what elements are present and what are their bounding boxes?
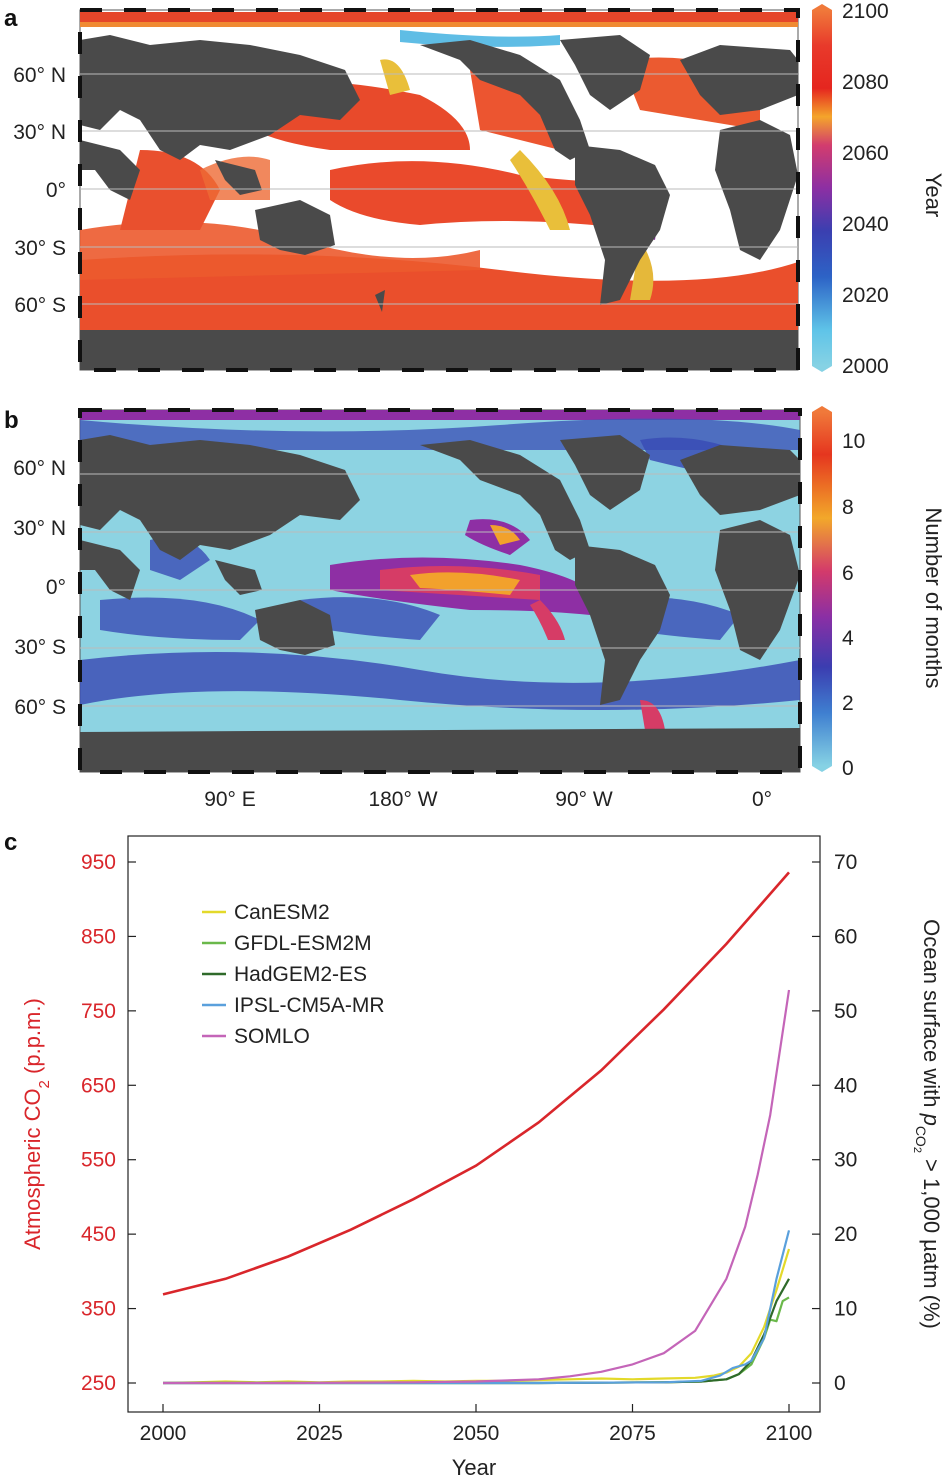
panel-b-land (80, 435, 800, 772)
lon-tick: 90° E (204, 788, 256, 811)
panel-a-gridlines (80, 73, 798, 305)
colorbar-tick: 2020 (842, 284, 889, 307)
x-tick-label: 2100 (766, 1422, 813, 1445)
line-chart: 2000 2025 2050 2075 2100 9508507506505504503… (20, 835, 944, 1480)
y-right-tick-label: 60 (834, 925, 857, 948)
y-right-tick-label: 30 (834, 1149, 857, 1172)
panel-c-label: c (4, 829, 17, 856)
y-right-label-sub: CO (913, 1126, 929, 1147)
series-lines (162, 871, 791, 1385)
lon-tick: 90° W (555, 788, 613, 811)
legend-label: GFDL-ESM2M (234, 932, 372, 955)
colorbar-tick: 6 (842, 562, 854, 585)
colorbar-tick: 2 (842, 692, 854, 715)
lat-tick: 60° S (14, 696, 66, 719)
colorbar-tick: 2080 (842, 71, 889, 94)
x-tick-label: 2025 (296, 1422, 343, 1445)
series-line-gfdl-esm2m (163, 1296, 790, 1385)
co2-line (162, 871, 790, 1296)
y-right-label-a: Ocean surface with (919, 919, 944, 1113)
y-left-tick-label: 950 (81, 851, 116, 874)
lat-tick: 30° N (13, 121, 66, 144)
legend-label: HadGEM2-ES (234, 963, 367, 986)
x-tick-label: 2075 (609, 1422, 656, 1445)
y-left-tick-label: 250 (81, 1372, 116, 1395)
series-line-canesm2 (162, 1248, 791, 1385)
y-left-label-main: Atmospheric CO (20, 1088, 45, 1249)
lat-tick: 30° S (14, 237, 66, 260)
colorbar-tick: 4 (842, 627, 854, 650)
lat-tick: 0° (46, 179, 66, 202)
y-right-tick-label: 50 (834, 1000, 857, 1023)
y-right-label-b: > 1,000 µatm (%) (919, 1153, 944, 1329)
colorbar-tick: 2000 (842, 355, 889, 378)
lon-tick: 0° (752, 788, 772, 811)
lat-tick: 60° N (13, 457, 66, 480)
panel-a-lat-ticks: 60° N 30° N 0° 30° S 60° S (13, 64, 66, 317)
y-left-tick-label: 350 (81, 1298, 116, 1321)
lat-tick: 60° N (13, 64, 66, 87)
y-left-label-sub: 2 (36, 1080, 53, 1088)
legend-label: SOMLO (234, 1025, 310, 1048)
y-left-label-unit: (p.p.m.) (20, 998, 45, 1080)
y-axis-right: 70 60 50 40 30 20 10 0 (812, 851, 857, 1395)
colorbar-tick: 8 (842, 496, 854, 519)
y-left-tick-label: 550 (81, 1149, 116, 1172)
x-axis-label: Year (452, 1455, 496, 1480)
y-left-tick-label: 750 (81, 1000, 116, 1023)
legend-label: CanESM2 (234, 901, 330, 924)
y-right-tick-label: 40 (834, 1074, 857, 1097)
y-axis-left-label: Atmospheric CO2 (p.p.m.) (20, 998, 53, 1250)
lon-tick: 180° W (368, 788, 437, 811)
panel-b-label: b (4, 407, 19, 434)
colorbar-tick: 2100 (842, 0, 889, 23)
y-right-label-p: p (919, 1113, 944, 1126)
y-axis-right-label: Ocean surface with pCO2 > 1,000 µatm (%) (911, 919, 944, 1329)
lat-tick: 30° N (13, 517, 66, 540)
x-tick-label: 2000 (140, 1422, 187, 1445)
y-left-tick-label: 450 (81, 1223, 116, 1246)
colorbar-b-title: Number of months (921, 508, 946, 689)
panel-b-lon-ticks: 90° E 180° W 90° W 0° (204, 788, 772, 811)
colorbar-tick: 10 (842, 430, 865, 453)
panel-b-gridlines (80, 473, 800, 707)
y-right-label-sub2: 2 (911, 1147, 923, 1153)
colorbar-a-title: Year (921, 173, 946, 217)
legend: CanESM2 GFDL-ESM2M HadGEM2-ES IPSL-CM5A-MR S… (202, 901, 385, 1048)
lat-tick: 60° S (14, 294, 66, 317)
x-axis: 2000 2025 2050 2075 2100 (140, 1404, 813, 1445)
y-left-tick-label: 850 (81, 925, 116, 948)
y-left-tick-label: 650 (81, 1074, 116, 1097)
panel-b-lat-ticks: 60° N 30° N 0° 30° S 60° S (13, 457, 66, 719)
panel-a-label: a (4, 5, 18, 32)
colorbar-tick: 2060 (842, 142, 889, 165)
panel-b-map (78, 408, 802, 774)
y-axis-left: 950 850 750 650 550 450 350 250 (81, 851, 136, 1395)
plot-frame (127, 835, 821, 1413)
x-tick-label: 2050 (453, 1422, 500, 1445)
colorbar-tick: 0 (842, 757, 854, 780)
panel-a-colorbar: 2100 2080 2060 2040 2020 2000 Year (812, 0, 946, 378)
y-right-tick-label: 20 (834, 1223, 857, 1246)
series-line-ipsl-cm5a-mr (163, 1230, 791, 1385)
lat-tick: 0° (46, 576, 66, 599)
panel-a-map (78, 8, 800, 372)
lat-tick: 30° S (14, 636, 66, 659)
panel-b-colorbar: 10 8 6 4 2 0 Number of months (812, 406, 946, 780)
y-right-tick-label: 70 (834, 851, 857, 874)
panel-a-land (80, 35, 798, 370)
series-line-somlo (163, 989, 791, 1385)
y-right-tick-label: 0 (834, 1372, 846, 1395)
y-right-tick-label: 10 (834, 1298, 857, 1321)
colorbar-tick: 2040 (842, 213, 889, 236)
legend-label: IPSL-CM5A-MR (234, 994, 385, 1017)
